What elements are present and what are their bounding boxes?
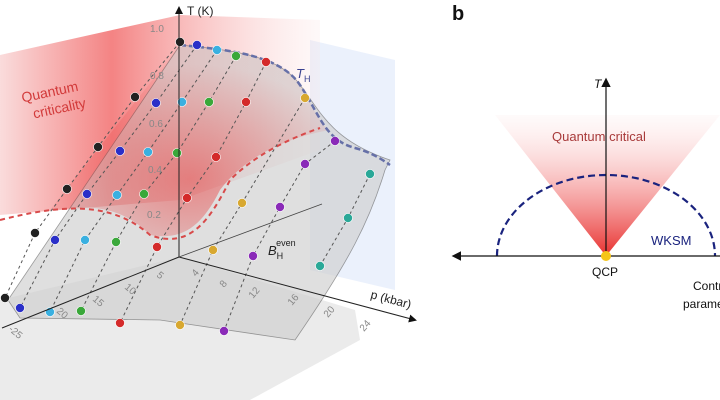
isobar-line	[19, 44, 198, 309]
data-point	[80, 235, 90, 245]
isobar-line	[223, 140, 336, 332]
t-tick: 0.2	[147, 210, 161, 221]
isobar-line	[119, 61, 267, 324]
data-point	[0, 293, 10, 303]
data-point	[152, 242, 162, 252]
data-point	[300, 159, 310, 169]
isobar-line	[179, 97, 306, 326]
data-point	[175, 37, 185, 47]
qcp-point	[601, 251, 611, 261]
data-point	[115, 146, 125, 156]
b-axis-positive	[178, 203, 323, 258]
data-point	[76, 306, 86, 316]
data-point	[93, 142, 103, 152]
data-point	[231, 51, 241, 61]
critical-region-surface	[50, 45, 330, 237]
data-point	[192, 40, 202, 50]
data-point	[241, 97, 251, 107]
t-tick: 0.4	[148, 165, 162, 176]
data-point	[139, 189, 149, 199]
t-axis-label-b: T	[594, 77, 603, 91]
data-point	[315, 261, 325, 271]
b-axis	[1, 256, 180, 329]
data-point	[275, 202, 285, 212]
data-point	[62, 184, 72, 194]
t-tick: 0.6	[149, 119, 163, 130]
data-point	[82, 189, 92, 199]
t-tick: 0.8	[150, 71, 164, 82]
control-parameter-label: Control parameter	[683, 279, 720, 311]
data-point	[219, 326, 229, 336]
data-point	[50, 235, 60, 245]
b-tick: 5	[154, 270, 166, 282]
data-point	[130, 92, 140, 102]
p-axis	[178, 256, 417, 323]
wksm-label: WKSM	[651, 233, 691, 248]
data-point	[204, 97, 214, 107]
bh-even-label: BHeven	[268, 238, 296, 261]
quantum-criticality-boundary	[0, 127, 321, 240]
data-point	[175, 320, 185, 330]
quantum-critical-label: Quantum critical	[552, 129, 646, 144]
data-point	[115, 318, 125, 328]
p-tick: 8	[218, 278, 230, 290]
data-point	[208, 245, 218, 255]
data-point	[343, 213, 353, 223]
data-point	[30, 228, 40, 238]
t-axis-label: T (K)	[187, 4, 213, 18]
data-point	[151, 98, 161, 108]
data-point	[212, 45, 222, 55]
p-tick: 24	[358, 318, 374, 334]
p-axis-label: p (kbar)	[369, 287, 413, 311]
data-point	[237, 198, 247, 208]
panel-letter-b: b	[452, 3, 464, 25]
data-point	[365, 169, 375, 179]
p-tick: 4	[190, 267, 202, 279]
data-point	[111, 237, 121, 247]
panel-b: b T Quantum critical WKSM QCP Control pa…	[451, 3, 720, 311]
data-point	[177, 97, 187, 107]
data-point	[211, 152, 221, 162]
th-label: TH	[296, 66, 310, 84]
data-point	[330, 136, 340, 146]
data-point	[112, 190, 122, 200]
data-point	[248, 251, 258, 261]
data-point	[143, 147, 153, 157]
qcp-label: QCP	[592, 265, 618, 279]
quantum-critical-cone	[495, 115, 720, 256]
panel-a: T (K) 1.0 0.8 0.6 0.4 0.2 p (kbar) 4 8 1…	[0, 4, 417, 400]
data-point	[300, 93, 310, 103]
isobar-line	[80, 55, 237, 312]
data-point	[15, 303, 25, 313]
data-point	[261, 57, 271, 67]
data-point	[182, 193, 192, 203]
t-tick: 1.0	[150, 24, 164, 35]
data-point	[172, 148, 182, 158]
